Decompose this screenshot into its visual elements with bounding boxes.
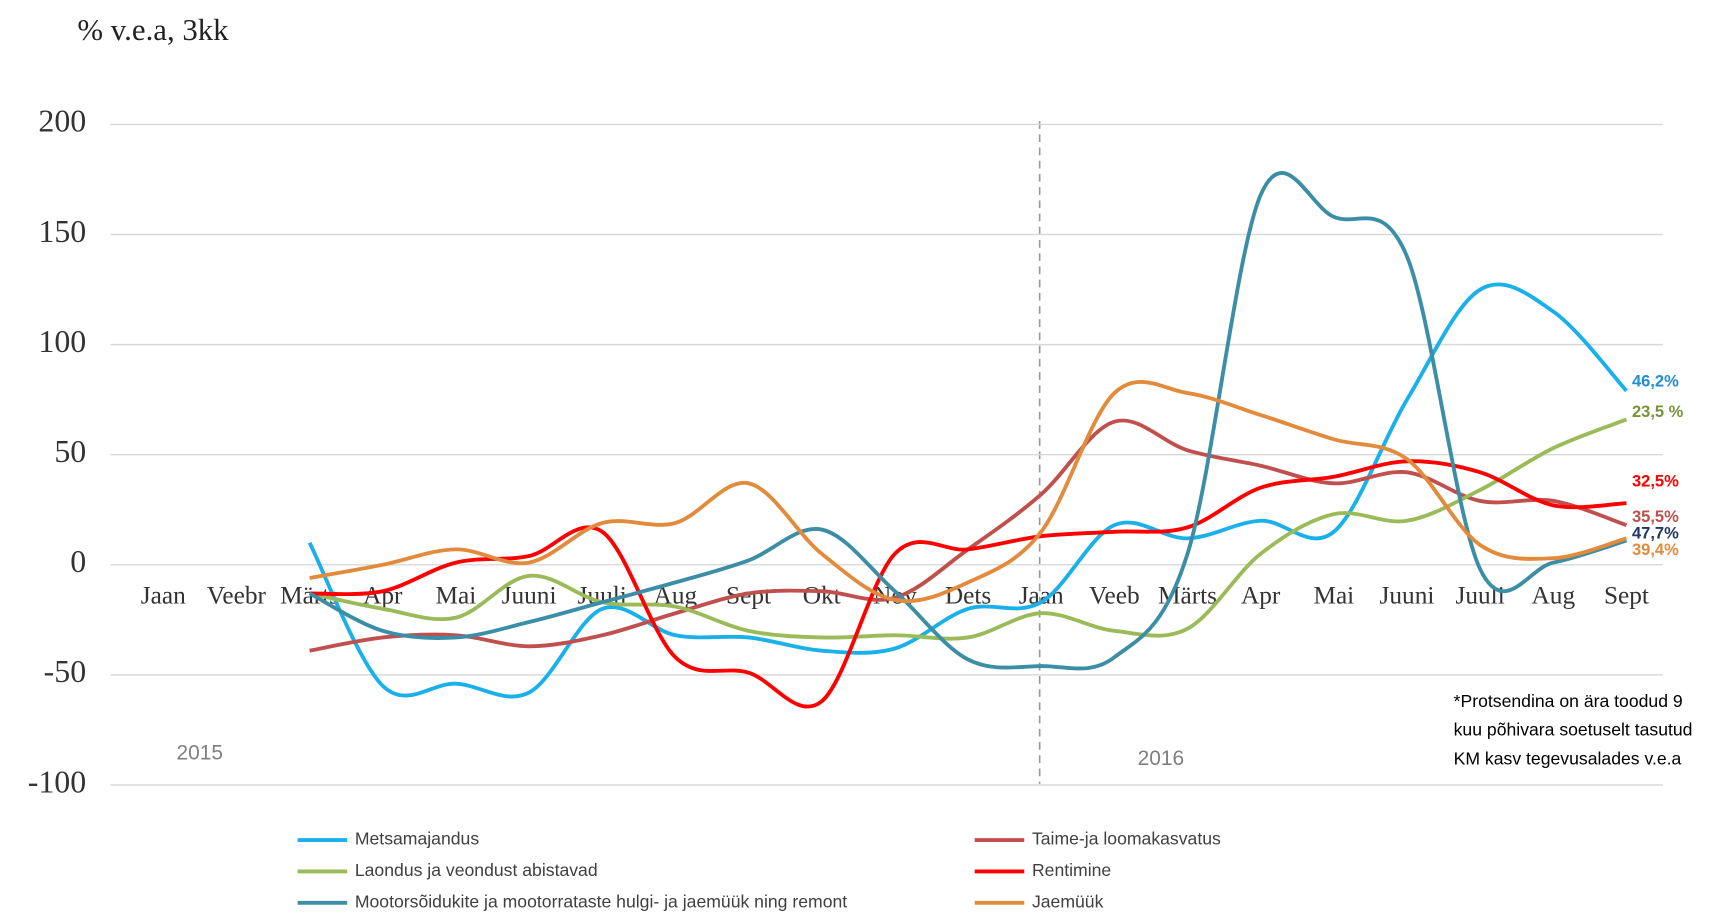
year-label: 2016 (1138, 747, 1185, 770)
legend-label: Mootorsõidukite ja mootorrataste hulgi- … (355, 891, 847, 911)
end-label: 39,4% (1632, 541, 1679, 559)
x-tick-label: Juuni (1380, 582, 1435, 610)
series-line (308, 171, 1628, 671)
x-tick-label: Aug (1532, 582, 1576, 610)
y-tick-label: 50 (54, 434, 86, 469)
y-tick-label: 150 (38, 214, 86, 249)
series-line (309, 380, 1627, 603)
end-label: 46,2% (1632, 372, 1679, 390)
end-label: 32,5% (1632, 473, 1679, 491)
series-line (307, 282, 1628, 699)
x-tick-label: Veebr (207, 582, 267, 610)
legend-label: Rentimine (1032, 860, 1111, 880)
y-tick-label: 0 (70, 544, 86, 579)
legend-label: Laondus ja veondust abistavad (355, 860, 598, 880)
year-label: 2015 (177, 742, 224, 765)
x-tick-label: Mai (436, 582, 477, 610)
y-axis-label: % v.e.a, 3kk (77, 13, 229, 47)
x-tick-label: Mai (1313, 582, 1354, 610)
y-tick-label: 100 (38, 324, 86, 359)
note: KM kasv tegevusalades v.e.a (1454, 748, 1682, 768)
x-tick-label: Juuli (1456, 582, 1505, 610)
legend-label: Jaemüük (1032, 891, 1104, 911)
x-tick-label: Sept (1604, 582, 1649, 610)
x-tick-label: Juuni (502, 582, 557, 610)
end-label: 35,5% (1632, 508, 1679, 526)
legend-label: Metsamajandus (355, 829, 480, 849)
y-tick-label: 200 (38, 104, 86, 139)
note: kuu põhivara soetuselt tasutud (1454, 720, 1693, 740)
x-tick-label: Jaan (141, 582, 186, 610)
note: *Protsendina on ära toodud 9 (1454, 691, 1683, 711)
end-label: 23,5 % (1632, 403, 1684, 421)
x-tick-label: Jaan (1019, 582, 1064, 610)
x-tick-label: Apr (1241, 582, 1281, 610)
end-label: 47,7% (1632, 524, 1679, 542)
series-line (309, 417, 1628, 641)
y-tick-label: -100 (28, 764, 87, 799)
series-line (309, 459, 1627, 709)
legend-label: Taime-ja loomakasvatus (1032, 829, 1221, 849)
x-tick-label: Veeb (1089, 582, 1140, 610)
x-tick-label: Okt (803, 582, 841, 610)
series-line (309, 418, 1628, 653)
y-tick-label: -50 (44, 654, 87, 689)
